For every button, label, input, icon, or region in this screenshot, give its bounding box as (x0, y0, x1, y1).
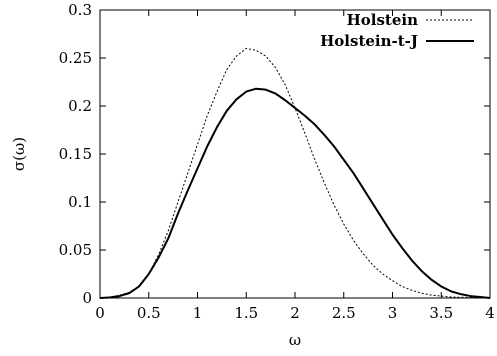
x-tick-label: 0.5 (137, 304, 161, 322)
series-line-holstein-t-j (99, 87, 491, 299)
legend-label: Holstein (347, 11, 418, 29)
y-tick-label: 0.25 (59, 49, 92, 67)
series-layer (99, 47, 491, 299)
x-tick-label: 3 (388, 304, 398, 322)
x-tick-label: 0 (95, 304, 105, 322)
x-tick-label: 4 (485, 304, 495, 322)
y-axis-label: σ(ω) (10, 137, 28, 171)
legend-label: Holstein-t-J (320, 32, 418, 50)
x-tick-label: 3.5 (429, 304, 453, 322)
x-tick-label: 1.5 (234, 304, 258, 322)
y-tick-label: 0.05 (59, 241, 92, 259)
y-tick-label: 0.3 (68, 1, 92, 19)
x-tick-label: 1 (193, 304, 203, 322)
y-tick-label: 0.15 (59, 145, 92, 163)
y-tick-label: 0 (82, 289, 92, 307)
x-tick-label: 2 (290, 304, 300, 322)
plot-frame (99, 9, 491, 299)
legend: Holstein Holstein-t-J (320, 11, 474, 50)
x-axis-label: ω (289, 331, 301, 349)
y-tick-label: 0.2 (68, 97, 92, 115)
x-tick-label: 2.5 (332, 304, 356, 322)
y-tick-label: 0.1 (68, 193, 92, 211)
x-axis-ticks: 0 0.5 1 1.5 2 2.5 3 3.5 4 (95, 10, 495, 322)
series-line-holstein (99, 47, 491, 299)
y-axis-ticks: 0 0.05 0.1 0.15 0.2 0.25 0.3 (59, 1, 490, 307)
plot-border (99, 9, 491, 299)
